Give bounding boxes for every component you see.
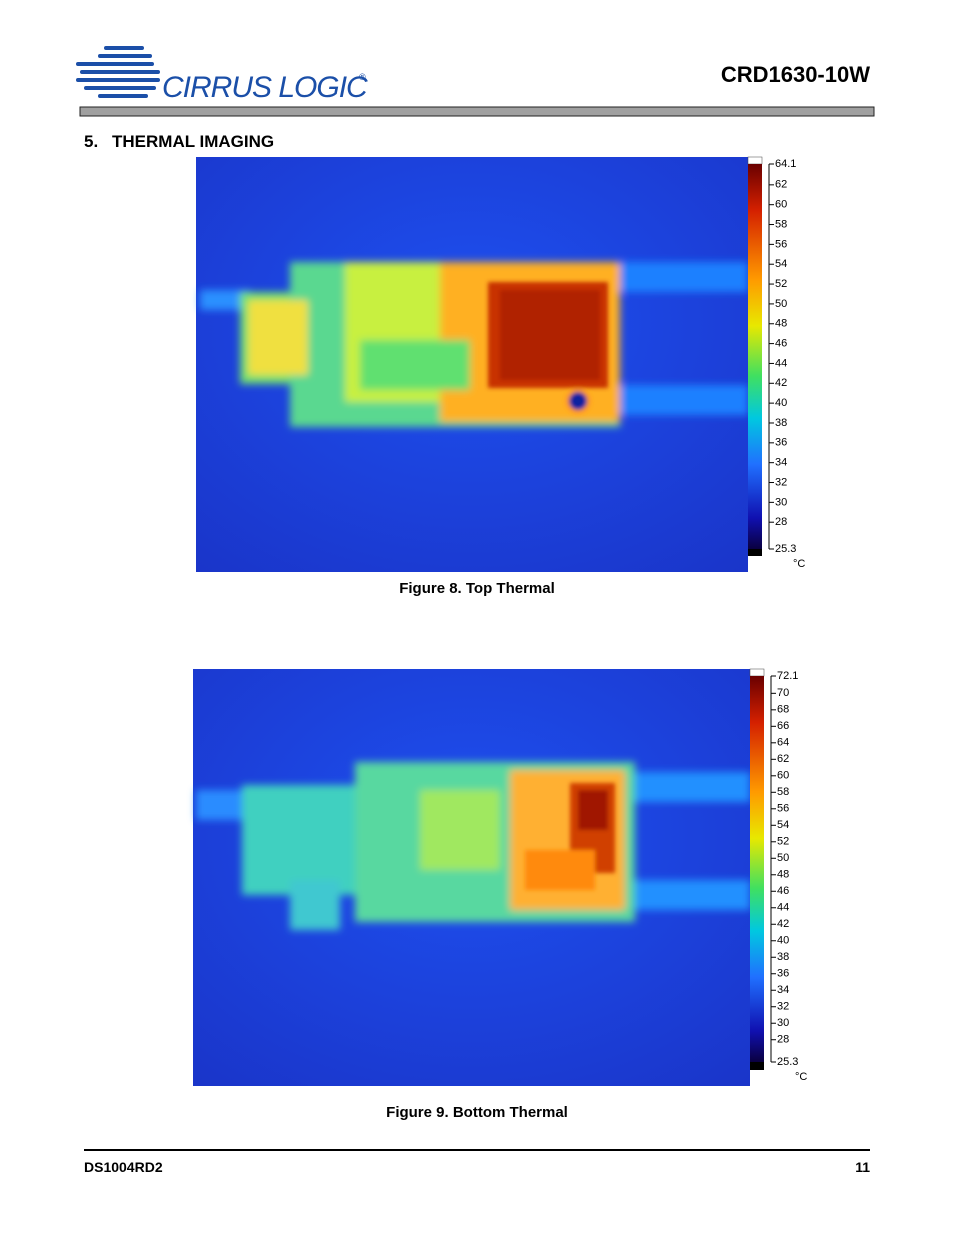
scale: 72.1 70 68 66 64 62 60 58 56 54 52 50 48 46 44 42 40 38 36… bbox=[770, 670, 807, 1083]
footer-doc-id: DS1004RD2 bbox=[84, 1159, 163, 1175]
scale-tick-label: 50 bbox=[777, 852, 789, 864]
scale-tick-label: 40 bbox=[775, 397, 787, 409]
scale-tick-label: 44 bbox=[777, 902, 789, 914]
scale-tick-label: 72.1 bbox=[777, 670, 798, 682]
scale-tick-label: 36 bbox=[777, 968, 789, 980]
section-title: THERMAL IMAGING bbox=[112, 132, 274, 151]
scale-tick-label: 70 bbox=[777, 687, 789, 699]
scale-tick-label: 54 bbox=[777, 819, 789, 831]
scale-tick-label: 58 bbox=[777, 786, 789, 798]
scale-tick-label: 64.1 bbox=[775, 158, 796, 170]
scale-tick-label: 38 bbox=[775, 417, 787, 429]
scale-tick-label: 50 bbox=[775, 298, 787, 310]
colorbar bbox=[750, 676, 764, 1062]
logo: CIRRUS LOGIC ® bbox=[76, 46, 369, 104]
scale-tick-label: 25.3 bbox=[775, 543, 796, 555]
scale-tick-label: 64 bbox=[777, 737, 789, 749]
scale-tick-label: 36 bbox=[775, 437, 787, 449]
scale-tick-label: 42 bbox=[777, 918, 789, 930]
scale-tick-label: 60 bbox=[775, 199, 787, 211]
thermal-image-bottom bbox=[193, 669, 750, 1086]
scale-tick-label: 34 bbox=[777, 984, 789, 996]
scale-tick-label: 56 bbox=[777, 803, 789, 815]
thermal-image-top bbox=[196, 157, 748, 572]
scale-tick-label: 58 bbox=[775, 218, 787, 230]
page-number: 11 bbox=[855, 1159, 870, 1175]
scale-tick-label: 34 bbox=[775, 457, 787, 469]
colorbar-cap bbox=[748, 549, 762, 556]
scale-tick-label: 32 bbox=[777, 1001, 789, 1013]
scale-tick-label: 32 bbox=[775, 476, 787, 488]
scale-tick-label: 28 bbox=[777, 1034, 789, 1046]
scale-tick-label: 46 bbox=[775, 338, 787, 350]
scale-tick-label: 25.3 bbox=[777, 1056, 798, 1068]
scale-tick-label: 62 bbox=[775, 179, 787, 191]
scale-tick-label: 30 bbox=[777, 1017, 789, 1029]
scale-tick-label: 52 bbox=[777, 836, 789, 848]
scale-tick-label: 44 bbox=[775, 357, 787, 369]
section-number: 5. bbox=[84, 132, 98, 151]
scale-unit: °C bbox=[793, 558, 805, 570]
scale-tick-label: 42 bbox=[775, 377, 787, 389]
doc-title: CRD1630-10W bbox=[721, 62, 870, 87]
scale-tick-label: 56 bbox=[775, 238, 787, 250]
colorbar-cap bbox=[747, 156, 763, 165]
figure-caption: Figure 8. Top Thermal bbox=[399, 580, 555, 597]
scale-tick-label: 28 bbox=[775, 516, 787, 528]
scale-tick-label: 48 bbox=[775, 318, 787, 330]
scale-tick-label: 30 bbox=[775, 496, 787, 508]
logo-text: CIRRUS LOGIC bbox=[162, 71, 368, 104]
scale-tick-label: 62 bbox=[777, 753, 789, 765]
scale-tick-label: 66 bbox=[777, 720, 789, 732]
scale-tick-label: 38 bbox=[777, 951, 789, 963]
scale-tick-label: 48 bbox=[777, 869, 789, 881]
scale-tick-label: 40 bbox=[777, 935, 789, 947]
scale-tick-label: 60 bbox=[777, 770, 789, 782]
scale-tick-label: 46 bbox=[777, 885, 789, 897]
figure-caption: Figure 9. Bottom Thermal bbox=[386, 1104, 568, 1121]
scale-tick-label: 68 bbox=[777, 704, 789, 716]
registered-mark: ® bbox=[359, 72, 366, 82]
scale: 64.1 62 60 58 56 54 52 50 48 46 44 42 40 38 36 34 32 30 28… bbox=[768, 158, 805, 570]
colorbar-cap bbox=[749, 668, 765, 677]
scale-tick-label: 54 bbox=[775, 258, 787, 270]
colorbar bbox=[748, 164, 762, 549]
scale-unit: °C bbox=[795, 1071, 807, 1083]
scale-tick-label: 52 bbox=[775, 278, 787, 290]
colorbar-cap bbox=[750, 1062, 764, 1070]
header-bar bbox=[79, 106, 875, 117]
